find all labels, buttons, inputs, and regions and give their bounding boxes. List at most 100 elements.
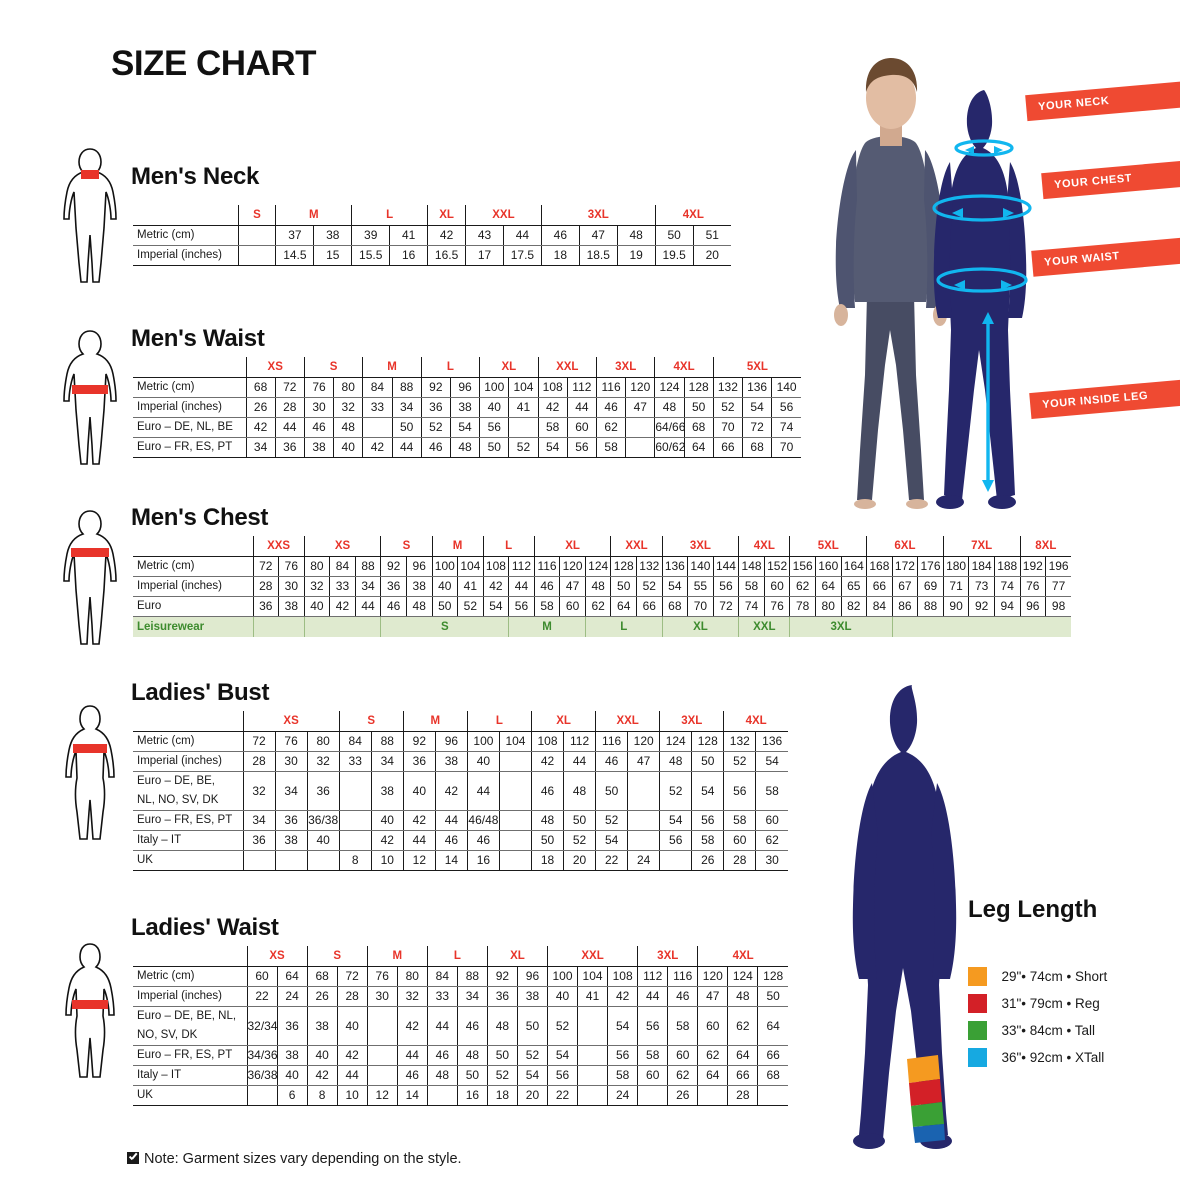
- table-cell: [242, 850, 276, 871]
- table-cell: 36: [486, 986, 518, 1007]
- table-cell: 22: [546, 1085, 578, 1106]
- table-cell: 76: [274, 731, 308, 752]
- table-cell: 36: [276, 1006, 308, 1046]
- table-cell: 50: [691, 751, 724, 772]
- table-cell: 36: [242, 830, 276, 851]
- table-cell: 14: [396, 1085, 428, 1106]
- row-label: Italy – IT: [133, 830, 244, 851]
- section-title-ladies-waist: Ladies' Waist: [131, 914, 279, 941]
- table-cell: [577, 1006, 608, 1046]
- table-cell: 42: [434, 771, 468, 811]
- table-cell: 41: [577, 986, 608, 1007]
- table-cell: 90: [942, 596, 969, 617]
- col-header-3xl: 3XL: [540, 205, 656, 226]
- table-cell: 56: [712, 576, 739, 597]
- table-cell: 68: [306, 966, 338, 987]
- table-cell: 48: [584, 576, 611, 597]
- section-title-ladies-bust: Ladies' Bust: [131, 679, 270, 706]
- table-cell: 18: [486, 1085, 518, 1106]
- table-cell: 52: [563, 830, 596, 851]
- table-cell: 19.5: [654, 245, 694, 266]
- table-cell: 40: [303, 596, 330, 617]
- row-label: UK: [133, 850, 244, 871]
- table-cell: 48: [727, 986, 758, 1007]
- table-cell: 47: [627, 751, 660, 772]
- table-cell: [627, 810, 660, 831]
- table-cell: 36: [402, 751, 436, 772]
- table-cell: 42: [329, 596, 356, 617]
- table-cell: 46: [456, 1006, 488, 1046]
- leisurewear-cell: [252, 616, 305, 637]
- table-cell: 50: [516, 1006, 548, 1046]
- table-cell: 36: [274, 437, 305, 458]
- table-cell: 42: [396, 1006, 428, 1046]
- table-cell: 54: [449, 417, 480, 438]
- table-cell: 52: [516, 1045, 548, 1066]
- col-header-s: S: [306, 946, 368, 967]
- table-cell: [338, 771, 372, 811]
- table-cell: 28: [336, 986, 368, 1007]
- navy-silhouette-figure: [932, 90, 1032, 509]
- table-cell: 43: [465, 225, 504, 246]
- table-cell: 38: [516, 986, 548, 1007]
- table-cell: [338, 810, 372, 831]
- table-cell: 33: [338, 751, 372, 772]
- table-cell: [625, 437, 655, 458]
- table-cell: [366, 1006, 398, 1046]
- table-cell: 34: [391, 397, 422, 418]
- table-cell: 46: [530, 771, 564, 811]
- table-cell: 84: [426, 966, 458, 987]
- table-cell: 6: [276, 1085, 308, 1106]
- table-cell: 12: [366, 1085, 398, 1106]
- table-cell: 88: [917, 596, 944, 617]
- table-cell: 88: [354, 556, 381, 577]
- table-cell: 84: [866, 596, 893, 617]
- table-cell: 52: [723, 751, 756, 772]
- table-cell: 72: [252, 556, 279, 577]
- col-header-4xl: 4XL: [697, 946, 788, 967]
- model-photo-figure: [834, 58, 947, 509]
- col-header-s: S: [303, 357, 363, 378]
- table-cell: 36: [420, 397, 451, 418]
- table-cell: 42: [607, 986, 638, 1007]
- col-header-xs: XS: [246, 946, 308, 967]
- table-cell: 67: [891, 576, 918, 597]
- table-cell: 60: [559, 596, 586, 617]
- table-cell: 50: [595, 771, 628, 811]
- table-cell: 88: [391, 377, 422, 398]
- callout-your-chest: YOUR CHEST: [1041, 158, 1180, 200]
- table-cell: 124: [659, 731, 692, 752]
- col-header-s: S: [380, 536, 432, 557]
- table-cell: 100: [479, 377, 509, 398]
- row-label: Euro – DE, NL, BE: [133, 417, 246, 438]
- table-cell: 164: [840, 556, 867, 577]
- leisurewear-label: Leisurewear: [133, 616, 253, 637]
- footer-note: Note: Garment sizes vary depending on th…: [127, 1151, 462, 1167]
- row-label: Italy – IT: [133, 1065, 247, 1086]
- table-cell: 32: [333, 397, 363, 418]
- table-cell: 48: [530, 810, 564, 831]
- table-cell: [366, 1065, 398, 1086]
- table-cell: 60/62: [654, 437, 685, 458]
- table-cell: 104: [457, 556, 484, 577]
- table-cell: 56: [723, 771, 756, 811]
- table-cell: 16: [466, 850, 500, 871]
- table-cell: 46: [426, 1045, 458, 1066]
- table-cell: 8: [338, 850, 372, 871]
- table-cell: 34: [354, 576, 381, 597]
- table-cell: 56: [479, 417, 509, 438]
- table-cell: 100: [431, 556, 458, 577]
- table-cell: 60: [763, 576, 790, 597]
- table-row: Euro – FR, ES, PT 34 36 36/38 40 42 44 46/48 48 5…: [133, 810, 788, 831]
- table-cell: 44: [396, 1045, 428, 1066]
- table-cell: 17: [465, 245, 504, 266]
- table-cell: 128: [683, 377, 714, 398]
- table-cell: 128: [610, 556, 637, 577]
- table-cell: 92: [968, 596, 995, 617]
- table-cell: 66: [727, 1065, 758, 1086]
- table-cell: 26: [306, 986, 338, 1007]
- table-cell: 44: [354, 596, 381, 617]
- col-header-l: L: [466, 711, 532, 732]
- table-row: Italy – IT 36 38 40 42 44 46 46 50 52 54 56 58 60 62: [133, 830, 788, 851]
